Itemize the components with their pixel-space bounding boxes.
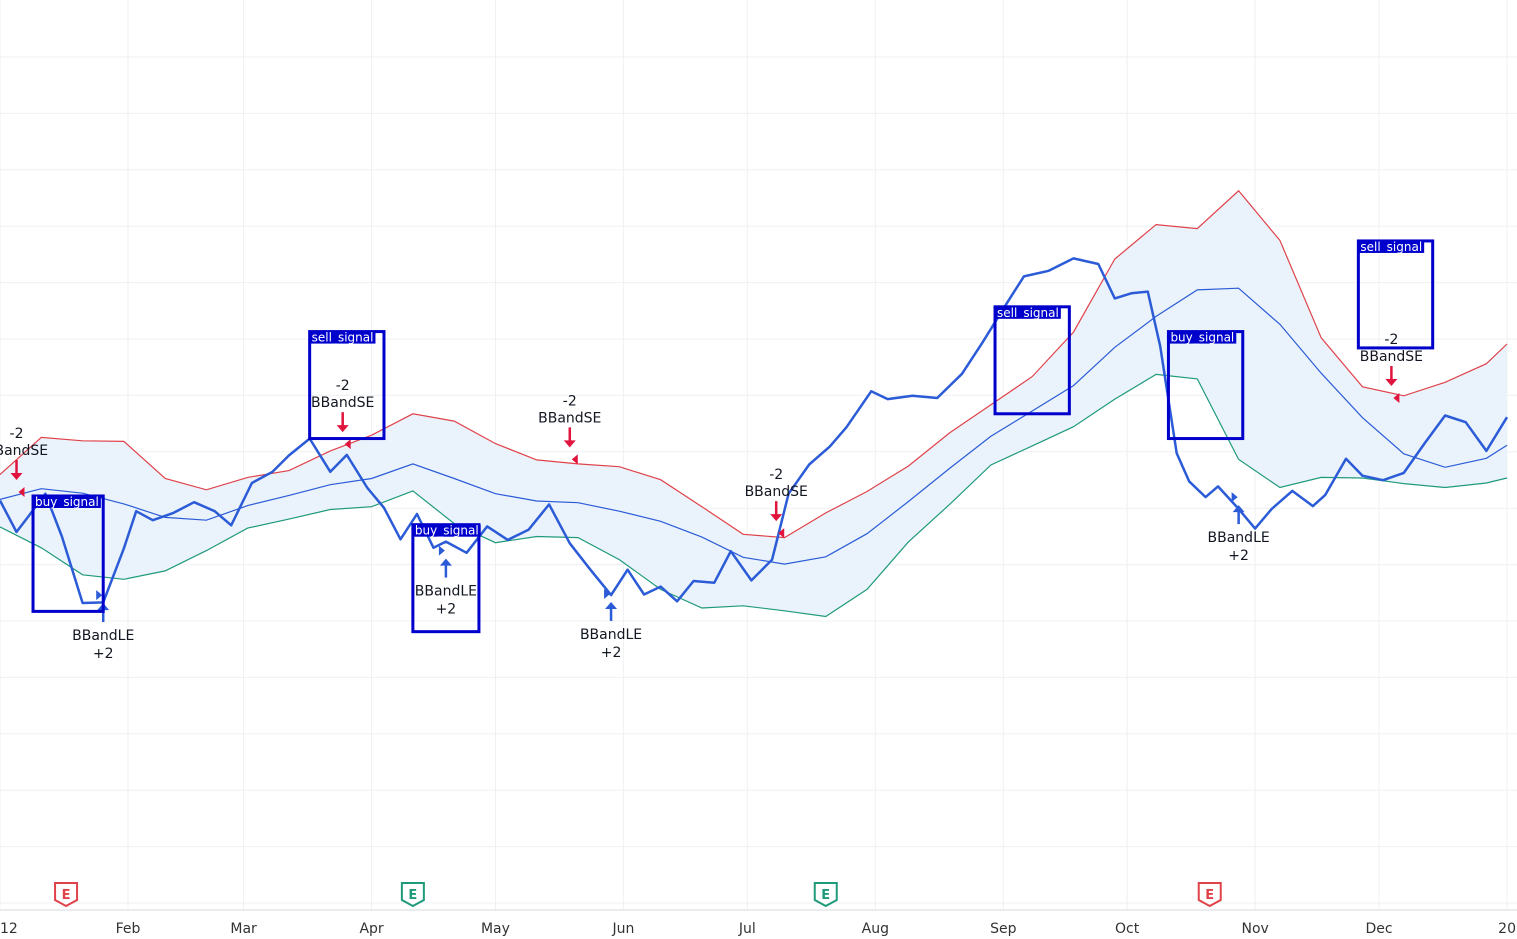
- x-tick-label: 12: [0, 921, 18, 937]
- buy-signal-box-0: buy_signal: [31, 494, 105, 613]
- sell-marker-icon: [571, 454, 578, 465]
- earnings-badge-label: E: [62, 888, 71, 903]
- sell-signal-box-1: sell_signal: [308, 330, 386, 441]
- buy-signal-5: BBandLE +2: [580, 588, 642, 661]
- earnings-badge-icon: [813, 882, 838, 908]
- signal-label: BBandLE: [415, 584, 477, 600]
- buy-arrow-head-icon: [605, 601, 618, 609]
- x-tick-label: Aug: [862, 921, 889, 937]
- lower-band-line: [0, 373, 1508, 618]
- annotation-box-label: sell_signal: [997, 306, 1059, 320]
- earnings-badge-label: E: [821, 888, 830, 903]
- buy-signal-box-4: buy_signal: [1166, 330, 1245, 441]
- signal-label: BBandSE: [0, 443, 48, 459]
- band-fill: [0, 190, 1507, 617]
- x-tick-label: Dec: [1365, 921, 1392, 937]
- signal-qty: -2: [10, 426, 24, 442]
- sell-signal-box-5: sell_signal: [1356, 239, 1435, 350]
- annotation-box-label-bg: [412, 524, 481, 537]
- annotation-boxes: buy_signal sell_signal buy_signal sell_sign…: [31, 239, 1435, 634]
- upper-band-line: [0, 189, 1508, 539]
- x-tick-label: Feb: [116, 921, 141, 937]
- earnings-marker-3[interactable]: E: [1197, 882, 1222, 908]
- x-tick-label: Oct: [1115, 921, 1140, 937]
- buy-signal-7: BBandLE +2: [1208, 492, 1270, 564]
- earnings-badge-icon: [400, 882, 425, 908]
- grid: [0, 0, 1517, 910]
- x-tick-label: Jul: [738, 921, 756, 937]
- earnings-marker-0[interactable]: E: [54, 882, 79, 908]
- x-tick-label: May: [481, 921, 510, 937]
- buy-marker-icon: [438, 545, 445, 556]
- signal-qty: +2: [93, 646, 114, 662]
- signal-label: BBandSE: [745, 484, 808, 500]
- buy-arrow-head-icon: [439, 558, 452, 566]
- earnings-badge-icon: [1197, 882, 1222, 908]
- sell-arrow-head-icon: [336, 425, 349, 433]
- annotation-box-label: sell_signal: [1360, 240, 1422, 254]
- signal-qty: -2: [336, 378, 350, 394]
- sell-arrow-head-icon: [770, 514, 783, 522]
- x-tick-label: Mar: [230, 921, 257, 937]
- signal-label: BBandLE: [1208, 530, 1270, 546]
- signal-label: BBandSE: [1360, 349, 1423, 365]
- earnings-marker-2[interactable]: E: [813, 882, 838, 908]
- sell-marker-icon: [778, 528, 785, 539]
- price-line: [0, 257, 1509, 605]
- annotation-box-label-bg: [995, 306, 1061, 319]
- sell-arrow-head-icon: [1385, 379, 1398, 387]
- earnings-badge-icon: [54, 882, 79, 908]
- annotation-box-label-bg: [1358, 240, 1425, 253]
- x-tick-label: Sep: [990, 921, 1017, 937]
- buy-marker-icon: [1231, 492, 1238, 503]
- annotation-box-label: buy_signal: [415, 524, 479, 538]
- x-tick-label: Jun: [612, 921, 635, 937]
- signal-qty: -2: [1384, 332, 1398, 348]
- buy-marker-icon: [604, 588, 611, 599]
- annotation-box-label-bg: [33, 495, 101, 508]
- signal-qty: -2: [563, 393, 577, 409]
- x-tick-label: 20: [1498, 921, 1516, 937]
- signal-qty: -2: [769, 467, 783, 483]
- buy-signal-3: BBandLE +2: [415, 545, 477, 618]
- x-tick-label: Apr: [359, 921, 383, 937]
- buy-marker-icon: [96, 590, 103, 601]
- sell-arrow-head-icon: [10, 473, 23, 481]
- sell-marker-icon: [18, 487, 25, 498]
- earnings-badge-label: E: [408, 888, 417, 903]
- annotation-box-label-bg: [309, 331, 376, 344]
- sell-signal-box-3: sell_signal: [993, 305, 1071, 416]
- annotation-box-label-bg: [1168, 331, 1237, 344]
- earnings-badge-label: E: [1205, 888, 1214, 903]
- signal-qty: +2: [1228, 548, 1249, 564]
- buy-signal-1: BBandLE +2: [72, 590, 134, 662]
- sell-marker-icon: [1393, 393, 1400, 404]
- basis-line: [0, 287, 1508, 565]
- x-tick-label: Nov: [1241, 921, 1268, 937]
- buy-arrow-head-icon: [1232, 505, 1245, 513]
- signal-qty: +2: [436, 602, 457, 618]
- signal-label: BBandSE: [538, 410, 601, 426]
- annotation-box-label: buy_signal: [35, 495, 99, 509]
- signal-label: BBandLE: [72, 628, 134, 644]
- sell-marker-icon: [344, 439, 351, 450]
- signals-layer: -2BBandSEBBandLE+2-2BBandSEBBandLE+2-2BB…: [0, 332, 1423, 662]
- annotation-box-label: buy_signal: [1170, 331, 1234, 345]
- x-axis-ticks: 12 Feb Mar Apr May Jun Jul Aug Sep Oct Nov Dec 20: [0, 921, 1516, 937]
- signal-label: BBandSE: [311, 395, 374, 411]
- sell-arrow-head-icon: [563, 440, 576, 448]
- signal-label: BBandLE: [580, 627, 642, 643]
- earnings-marker-1[interactable]: E: [400, 882, 425, 908]
- signal-qty: +2: [601, 645, 622, 661]
- annotation-box-label: sell_signal: [312, 331, 374, 345]
- buy-signal-box-2: buy_signal: [411, 523, 481, 634]
